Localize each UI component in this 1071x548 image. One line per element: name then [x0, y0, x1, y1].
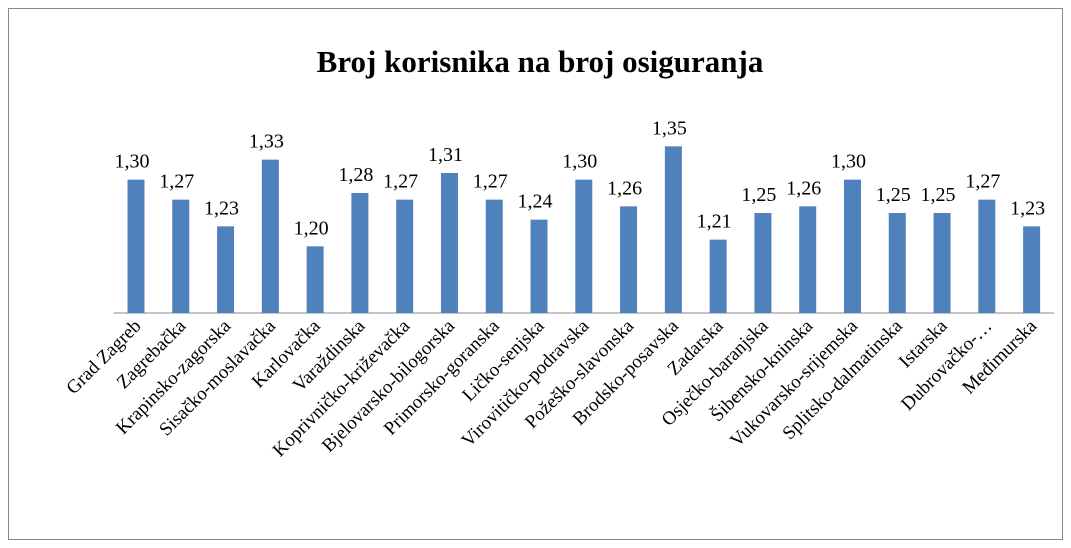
bar	[127, 179, 145, 313]
value-label: 1,26	[607, 177, 642, 199]
value-label: 1,23	[204, 197, 239, 219]
value-label: 1,30	[831, 151, 866, 173]
value-label: 1,30	[114, 151, 149, 173]
value-label: 1,28	[338, 164, 373, 186]
value-label: 1,27	[473, 171, 508, 193]
bar	[575, 179, 593, 313]
value-label: 1,27	[159, 171, 194, 193]
bar	[978, 199, 996, 313]
value-label: 1,23	[1010, 197, 1045, 219]
value-label: 1,20	[294, 217, 329, 239]
bar	[888, 213, 906, 313]
bar	[799, 206, 817, 313]
bar	[843, 179, 861, 313]
bar	[172, 199, 190, 313]
bar	[261, 159, 279, 313]
bar	[440, 173, 458, 313]
bar	[217, 226, 235, 313]
bar	[620, 206, 638, 313]
bar	[709, 239, 727, 313]
value-label: 1,24	[518, 191, 553, 213]
bar	[396, 199, 414, 313]
value-label: 1,30	[562, 151, 597, 173]
bar	[933, 213, 951, 313]
value-label: 1,35	[652, 117, 687, 139]
chart-title: Broj korisnika na broj osiguranja	[317, 44, 764, 79]
value-label: 1,31	[428, 144, 463, 166]
value-label: 1,25	[876, 184, 911, 206]
value-label: 1,27	[965, 171, 1000, 193]
bar	[351, 193, 369, 313]
bar	[485, 199, 503, 313]
bar	[306, 246, 324, 313]
value-label: 1,27	[383, 171, 418, 193]
value-label: 1,26	[786, 177, 821, 199]
value-label: 1,25	[741, 184, 776, 206]
value-label: 1,21	[697, 211, 732, 233]
value-label: 1,33	[249, 131, 284, 153]
bar	[664, 146, 682, 313]
bar	[1023, 226, 1041, 313]
bar	[754, 213, 772, 313]
value-label: 1,25	[921, 184, 956, 206]
bar	[530, 219, 548, 313]
